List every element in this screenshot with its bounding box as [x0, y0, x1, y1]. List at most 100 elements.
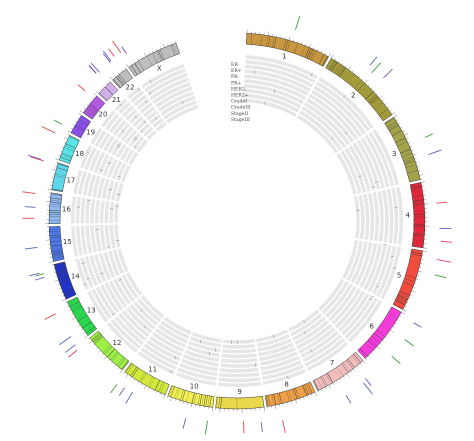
cytoband [51, 248, 63, 251]
tick [345, 65, 347, 68]
cytoband [307, 383, 313, 394]
track-band-3-PR+ [360, 137, 385, 189]
track-band-X-ER- [141, 63, 185, 89]
cytoband [174, 387, 179, 399]
track-mark [149, 79, 152, 83]
track-band-14-PR+ [89, 255, 103, 285]
cytoband [185, 391, 190, 402]
cytoband [82, 321, 92, 329]
gene-marker [391, 356, 401, 364]
track-band-2-StageIII [296, 114, 339, 154]
cytoband [50, 240, 62, 243]
track-band-20-StageIII [136, 139, 148, 153]
chromosome-6 [357, 306, 402, 359]
cytoband [205, 395, 208, 407]
chromosome-12 [89, 330, 130, 371]
cytoband [51, 250, 63, 253]
tick [102, 353, 104, 356]
gene-marker [24, 206, 36, 208]
track-band-22-ER- [127, 86, 142, 100]
cytoband [199, 394, 203, 406]
track-band-18-ER- [79, 145, 93, 169]
cytoband [410, 253, 422, 257]
tick [72, 317, 76, 320]
track-band-11-HER2- [149, 335, 183, 357]
tick [297, 40, 299, 43]
track-band-16-GradeIII [104, 201, 110, 223]
chromosome-9 [215, 395, 265, 410]
tick [379, 343, 382, 345]
tick [418, 270, 423, 273]
chromosome-label-5: 5 [397, 272, 401, 280]
chromosome-label-18: 18 [75, 150, 84, 158]
tick [392, 326, 395, 328]
track-band-6-StageIII [318, 278, 345, 311]
track-band-4-HER2- [377, 190, 384, 242]
cytoband [374, 102, 383, 110]
tick [402, 130, 405, 132]
tick [415, 278, 418, 280]
cytoband [412, 195, 424, 198]
track-band-X-HER2+ [155, 86, 193, 108]
tick [400, 126, 403, 129]
track-band-3-ER+ [368, 131, 395, 187]
track-band-13-GradeI [113, 278, 131, 305]
track-mark [140, 130, 144, 133]
track-band-10-GradeI [186, 345, 220, 358]
cytoband [69, 301, 80, 307]
track-band-17-ER+ [78, 171, 87, 195]
cytoband [336, 367, 344, 377]
track-band-21-HER2- [128, 112, 141, 124]
tick [156, 391, 158, 394]
cytoband [405, 164, 417, 169]
track-band-19-PR+ [103, 135, 115, 152]
gene-marker [112, 40, 121, 53]
tick [299, 398, 301, 401]
tick [187, 402, 189, 405]
gene-marker [41, 126, 56, 134]
track-band-10-ER- [175, 372, 217, 386]
cytoband [147, 376, 154, 387]
tick [52, 169, 56, 171]
chromosome-7 [312, 351, 364, 392]
cytoband [54, 175, 66, 179]
cytoband [398, 292, 409, 298]
cytoband [87, 107, 97, 115]
track-band-11-GradeIII [157, 324, 188, 344]
track-mark [370, 295, 374, 298]
track-mark [181, 100, 184, 104]
track-band-10-HER2- [182, 354, 219, 367]
gene-marker [24, 246, 38, 250]
cytoband [311, 50, 317, 61]
cytoband [365, 91, 374, 100]
track-band-7-PR+ [300, 330, 339, 358]
cytoband [286, 390, 290, 402]
cytoband [138, 371, 145, 382]
tick [361, 78, 364, 81]
cytoband [75, 124, 86, 131]
track-band-1-ER- [245, 55, 318, 80]
cytoband [273, 37, 277, 48]
cytoband [83, 111, 93, 119]
tick [367, 84, 370, 87]
track-band-10-HER2+ [184, 349, 220, 362]
tick [67, 305, 70, 307]
gene-marker [90, 62, 100, 73]
track-band-5-ER- [380, 246, 401, 300]
cytoband [59, 279, 70, 284]
tick [190, 403, 193, 408]
track-band-15-HER2+ [95, 225, 102, 252]
track-mark [107, 246, 111, 248]
tick [402, 309, 407, 312]
cytoband [149, 377, 155, 388]
track-band-5-StageIII [342, 239, 359, 279]
gene-marker [108, 48, 115, 57]
tick [55, 276, 58, 278]
chromosome-label-4: 4 [406, 212, 411, 220]
cytoband [260, 34, 263, 46]
track-band-22-PR- [133, 94, 147, 107]
track-band-16-HER2- [90, 199, 96, 224]
tick [408, 142, 411, 144]
track-band-4-StageII [358, 194, 365, 240]
tick [370, 87, 373, 90]
